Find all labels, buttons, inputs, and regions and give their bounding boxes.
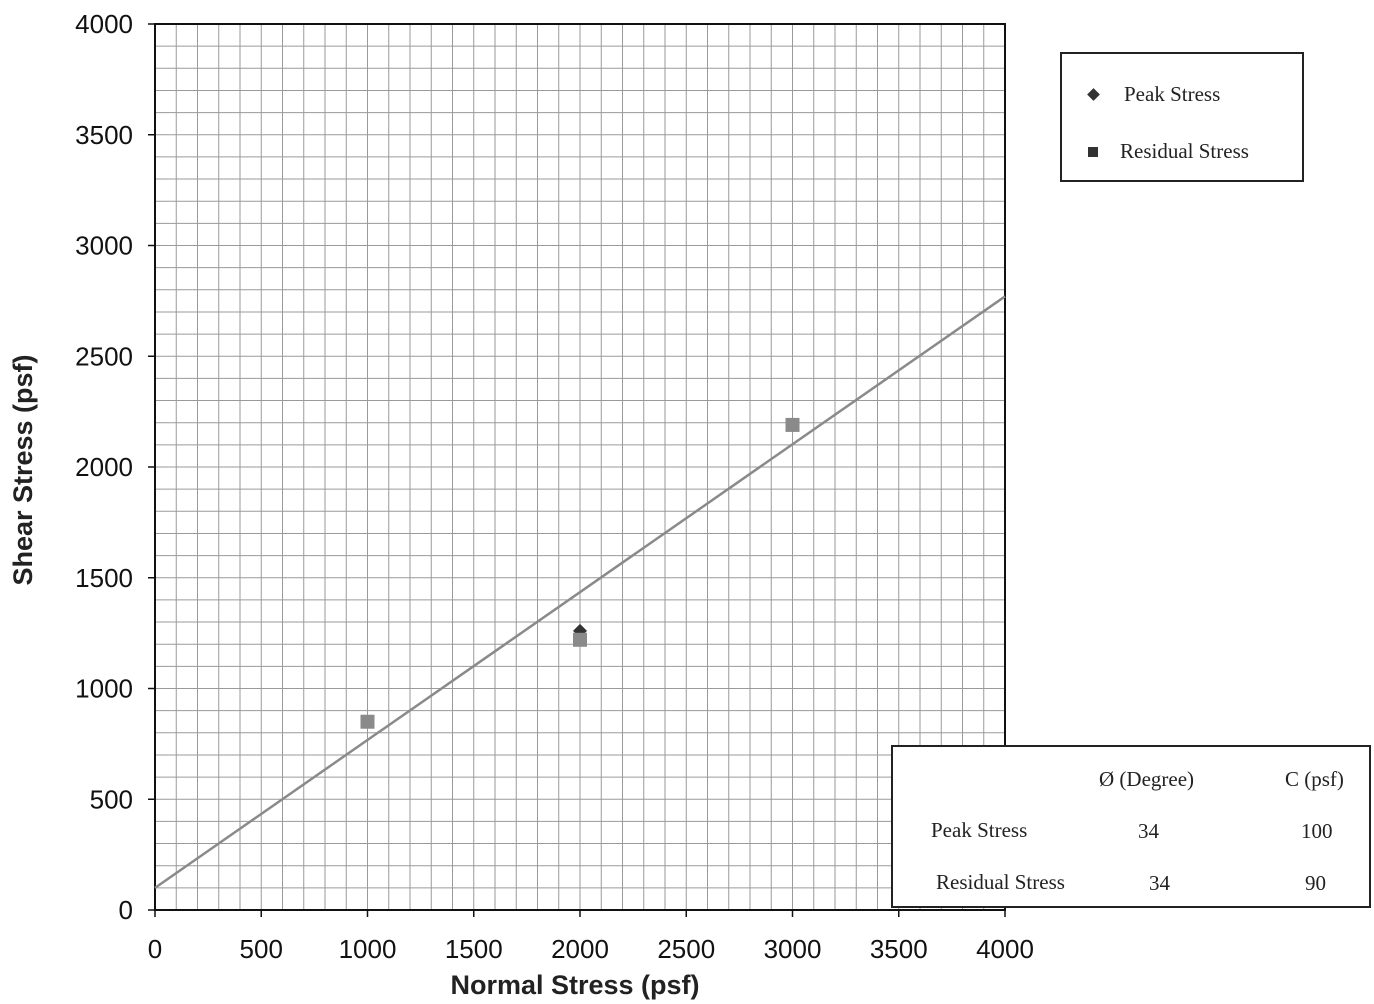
x-tick-label: 1500 (445, 934, 503, 964)
row-residual-phi: 34 (1149, 871, 1170, 895)
legend-item-peak: Peak Stress (1062, 82, 1220, 107)
legend-label-peak: Peak Stress (1124, 82, 1221, 106)
x-axis-title: Normal Stress (psf) (450, 970, 699, 1000)
legend: Peak Stress Residual Stress (1060, 52, 1304, 182)
row-label-residual: Residual Stress (936, 870, 1065, 894)
x-tick-label: 0 (148, 934, 162, 964)
strength-parameters-table: Ø (Degree) C (psf) Peak Stress 34 100 Re… (891, 745, 1371, 908)
x-tick-label: 4000 (976, 934, 1034, 964)
x-tick-label: 2500 (657, 934, 715, 964)
failure-envelope-line (154, 295, 1006, 889)
legend-item-residual: Residual Stress (1062, 139, 1249, 164)
residual-stress-point (573, 632, 587, 647)
row-peak-phi: 34 (1138, 819, 1159, 843)
residual-stress-point (785, 417, 800, 432)
legend-label-residual: Residual Stress (1120, 139, 1249, 163)
row-peak-c: 100 (1301, 819, 1333, 843)
square-marker-icon (1088, 146, 1098, 157)
header-c: C (psf) (1285, 767, 1344, 791)
y-tick-label: 0 (119, 895, 133, 925)
x-axis-ticks: 0 500 1000 1500 2000 2500 3000 3500 4000 (148, 910, 1034, 964)
y-axis-ticks: 0 500 1000 1500 2000 2500 3000 3500 4000 (75, 9, 155, 925)
x-tick-label: 1000 (339, 934, 397, 964)
fit-line-layer (154, 295, 1006, 889)
x-tick-label: 3000 (764, 934, 822, 964)
row-label-peak: Peak Stress (931, 818, 1028, 842)
x-tick-label: 2000 (551, 934, 609, 964)
data-points (360, 417, 800, 729)
x-tick-label: 3500 (870, 934, 928, 964)
y-tick-label: 1000 (75, 674, 133, 704)
y-tick-label: 2000 (75, 452, 133, 482)
y-tick-label: 500 (90, 784, 133, 814)
row-residual-c: 90 (1305, 871, 1326, 895)
y-tick-label: 4000 (75, 9, 133, 39)
y-tick-label: 3500 (75, 120, 133, 150)
y-tick-label: 1500 (75, 563, 133, 593)
diamond-marker-icon (1086, 88, 1100, 101)
y-tick-label: 2500 (75, 341, 133, 371)
residual-stress-point (360, 714, 375, 729)
grid (155, 24, 1005, 910)
y-tick-label: 3000 (75, 231, 133, 261)
header-phi: Ø (Degree) (1099, 767, 1195, 791)
x-tick-label: 500 (240, 934, 283, 964)
y-axis-title: Shear Stress (psf) (8, 354, 38, 585)
